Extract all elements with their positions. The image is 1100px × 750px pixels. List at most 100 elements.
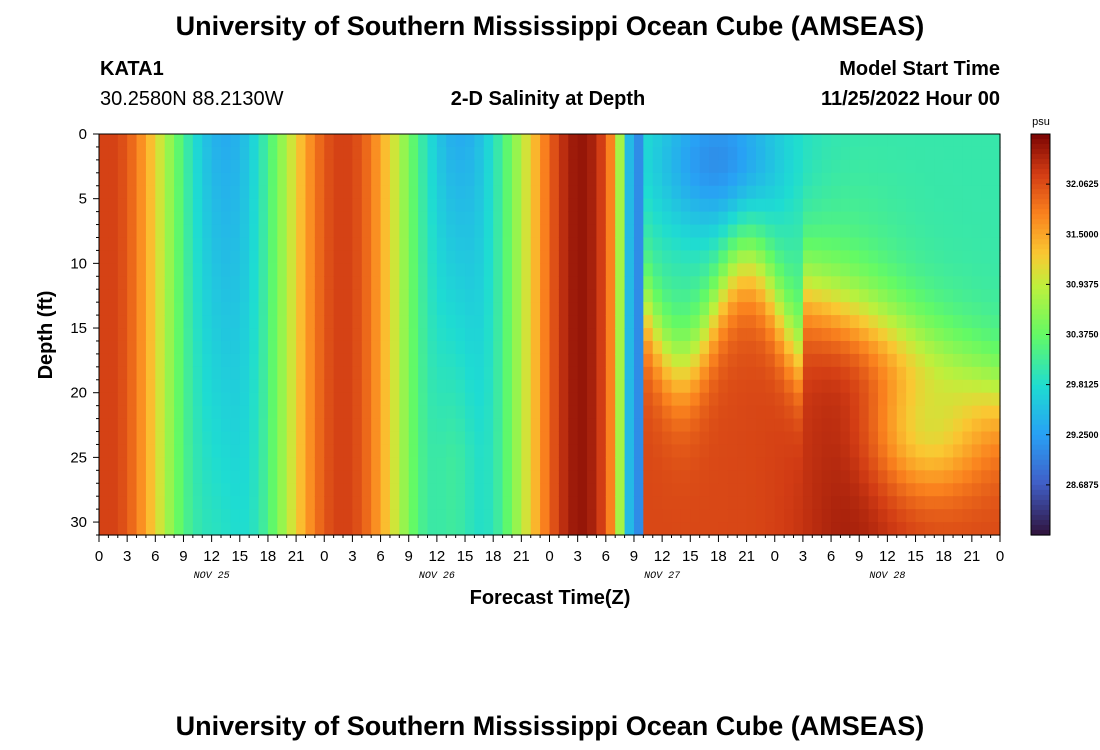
- heatmap-cell: [868, 431, 879, 446]
- colorbar-tick-label: 29.8125: [1066, 380, 1099, 390]
- heatmap-cell: [755, 237, 766, 252]
- heatmap-cell: [934, 496, 945, 510]
- heatmap-cell: [558, 250, 569, 264]
- heatmap-cell: [389, 328, 400, 342]
- heatmap-cell: [774, 302, 785, 316]
- heatmap-cell: [840, 276, 851, 290]
- heatmap-cell: [361, 457, 372, 471]
- heatmap-cell: [108, 496, 119, 510]
- heatmap-cell: [296, 509, 307, 523]
- heatmap-cell: [774, 418, 785, 433]
- heatmap-cell: [953, 379, 964, 394]
- heatmap-cell: [465, 522, 476, 536]
- heatmap-cell: [924, 509, 935, 523]
- heatmap-cell: [230, 134, 241, 148]
- heatmap-cell: [924, 418, 935, 433]
- heatmap-cell: [802, 289, 813, 303]
- heatmap-cell: [662, 276, 673, 290]
- heatmap-cell: [615, 211, 626, 226]
- heatmap-cell: [540, 263, 551, 277]
- heatmap-cell: [793, 328, 804, 342]
- heatmap-cell: [727, 263, 738, 277]
- heatmap-cell: [906, 159, 917, 174]
- heatmap-cell: [324, 250, 335, 264]
- heatmap-cell: [652, 522, 663, 536]
- heatmap-cell: [521, 146, 532, 161]
- heatmap-cell: [343, 340, 354, 355]
- heatmap-cell: [924, 263, 935, 277]
- heatmap-cell: [427, 418, 438, 433]
- heatmap-cell: [540, 250, 551, 264]
- model-start-time: 11/25/2022 Hour 00: [821, 88, 1000, 110]
- heatmap-cell: [906, 198, 917, 213]
- heatmap-cell: [465, 366, 476, 381]
- heatmap-cell: [906, 470, 917, 484]
- heatmap-cell: [615, 315, 626, 329]
- heatmap-cell: [662, 250, 673, 264]
- heatmap-cell: [924, 276, 935, 290]
- heatmap-cell: [784, 302, 795, 316]
- heatmap-cell: [802, 224, 813, 239]
- heatmap-cell: [493, 146, 504, 161]
- heatmap-cell: [108, 250, 119, 264]
- heatmap-cell: [802, 250, 813, 264]
- heatmap-cell: [953, 237, 964, 252]
- heatmap-cell: [784, 509, 795, 523]
- heatmap-cell: [296, 224, 307, 239]
- heatmap-cell: [296, 405, 307, 420]
- heatmap-cell: [605, 134, 616, 148]
- heatmap-cell: [577, 302, 588, 316]
- heatmap-cell: [605, 198, 616, 213]
- heatmap-cell: [802, 405, 813, 420]
- heatmap-cell: [934, 444, 945, 458]
- heatmap-cell: [380, 483, 391, 497]
- heatmap-cell: [727, 185, 738, 200]
- heatmap-cell: [164, 444, 175, 458]
- heatmap-cell: [221, 457, 231, 471]
- heatmap-cell: [690, 146, 701, 161]
- heatmap-cell: [690, 509, 701, 523]
- heatmap-cell: [774, 146, 785, 161]
- heatmap-cell: [380, 289, 391, 303]
- heatmap-cell: [314, 159, 325, 174]
- heatmap-cell: [389, 405, 400, 420]
- heatmap-cell: [709, 366, 720, 381]
- heatmap-cell: [643, 366, 654, 381]
- heatmap-cell: [802, 340, 813, 355]
- heatmap-cell: [493, 302, 504, 316]
- heatmap-cell: [680, 172, 691, 187]
- heatmap-cell: [605, 159, 616, 174]
- heatmap-cell: [887, 250, 898, 264]
- heatmap-cell: [446, 315, 457, 329]
- heatmap-cell: [971, 418, 982, 433]
- heatmap-cell: [483, 185, 494, 200]
- heatmap-cell: [605, 224, 616, 239]
- heatmap-cell: [737, 159, 748, 174]
- heatmap-cell: [145, 444, 156, 458]
- heatmap-cell: [446, 340, 457, 355]
- x-tick-label: 9: [405, 548, 413, 565]
- colorbar-segment: [1031, 454, 1050, 461]
- heatmap-cell: [230, 328, 241, 342]
- heatmap-cell: [624, 315, 635, 329]
- heatmap-cell: [662, 470, 673, 484]
- heatmap-cell: [596, 302, 607, 316]
- heatmap-cell: [108, 366, 119, 381]
- heatmap-cell: [324, 340, 335, 355]
- heatmap-cell: [784, 134, 795, 148]
- heatmap-cell: [239, 134, 250, 148]
- heatmap-cell: [934, 289, 945, 303]
- heatmap-cell: [718, 172, 729, 187]
- heatmap-cell: [662, 263, 673, 277]
- heatmap-cell: [239, 418, 250, 433]
- heatmap-cell: [145, 522, 156, 536]
- heatmap-cell: [868, 340, 879, 355]
- heatmap-cell: [605, 211, 616, 226]
- heatmap-cell: [427, 392, 438, 407]
- heatmap-cell: [596, 276, 607, 290]
- heatmap-cell: [633, 431, 644, 446]
- heatmap-cell: [230, 250, 241, 264]
- heatmap-cell: [511, 146, 522, 161]
- heatmap-cell: [981, 431, 992, 446]
- heatmap-cell: [239, 340, 250, 355]
